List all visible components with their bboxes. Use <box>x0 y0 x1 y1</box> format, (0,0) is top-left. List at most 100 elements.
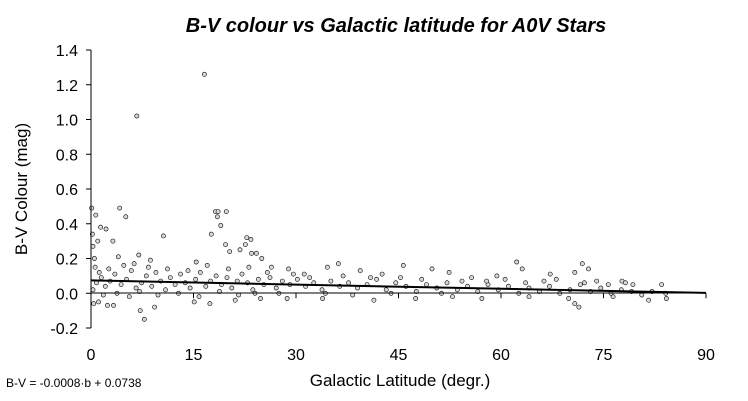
data-point <box>479 296 485 301</box>
data-point <box>279 278 285 284</box>
data-point <box>374 276 379 282</box>
data-point <box>357 268 363 274</box>
data-point <box>523 280 528 286</box>
data-point <box>259 256 265 261</box>
data-point <box>424 282 429 287</box>
data-point <box>459 278 465 284</box>
data-point <box>201 71 207 77</box>
data-point <box>118 282 124 287</box>
data-point <box>128 268 134 274</box>
data-point <box>519 266 525 272</box>
data-point <box>639 292 645 298</box>
data-point <box>239 271 245 277</box>
data-point <box>547 283 552 289</box>
data-point <box>100 292 106 298</box>
data-point <box>250 287 256 293</box>
data-point <box>178 271 183 277</box>
y-tick-label: 1.0 <box>56 113 78 130</box>
data-point <box>328 278 334 284</box>
data-point <box>229 285 235 291</box>
data-point <box>340 273 346 279</box>
data-point <box>165 266 170 272</box>
trendline <box>90 279 707 294</box>
data-point <box>137 308 143 313</box>
data-point <box>268 264 274 270</box>
y-tick-label: 1.2 <box>56 78 78 95</box>
data-point <box>204 262 210 268</box>
data-point <box>160 233 166 239</box>
data-point <box>121 262 127 268</box>
x-axis-ticks: 0 15 30 45 60 75 90 <box>87 293 715 364</box>
data-point <box>379 271 385 277</box>
data-point <box>553 276 559 282</box>
data-point <box>586 266 591 272</box>
data-point <box>350 292 356 298</box>
data-point <box>214 214 220 220</box>
y-axis-ticks: -0.2 0.0 0.2 0.4 0.6 0.8 1.0 1.2 1.4 <box>50 43 91 338</box>
data-point <box>152 304 157 310</box>
x-tick-label: 60 <box>492 347 510 364</box>
data-point <box>320 296 325 301</box>
data-point <box>444 280 450 286</box>
data-point <box>248 236 254 242</box>
data-point <box>267 275 273 280</box>
data-point <box>502 276 508 282</box>
trendline-equation: B-V = -0.0008·b + 0.0738 <box>6 376 142 390</box>
data-point <box>572 301 578 307</box>
data-point <box>141 316 147 322</box>
data-point <box>236 292 241 298</box>
data-point <box>605 282 611 287</box>
data-point <box>185 268 191 274</box>
data-point <box>227 249 233 254</box>
data-point <box>224 275 230 280</box>
x-axis-label: Galactic Latitude (degr.) <box>310 371 490 390</box>
data-point <box>126 294 132 300</box>
data-point <box>346 280 351 286</box>
data-point <box>237 247 243 253</box>
data-point <box>659 282 664 287</box>
data-point <box>123 214 129 220</box>
data-point <box>92 264 98 270</box>
data-point <box>115 254 121 260</box>
data-point <box>541 278 547 284</box>
x-tick-label: 90 <box>697 347 715 364</box>
data-point <box>93 212 99 218</box>
data-point <box>89 205 95 211</box>
data-point <box>105 302 110 308</box>
data-point <box>264 269 270 275</box>
data-point <box>307 275 313 280</box>
data-point <box>290 271 296 277</box>
data-point <box>469 275 474 280</box>
data-point <box>646 297 651 303</box>
data-point <box>208 231 214 237</box>
data-point <box>225 266 231 272</box>
data-point <box>149 283 155 289</box>
data-point <box>319 287 325 293</box>
data-point <box>253 250 259 256</box>
data-point <box>153 269 159 275</box>
data-point <box>582 280 587 286</box>
data-point <box>131 261 137 267</box>
data-point <box>91 301 97 307</box>
data-point <box>284 296 290 301</box>
data-point <box>92 256 97 261</box>
x-tick-label: 45 <box>390 347 408 364</box>
data-point <box>255 276 261 282</box>
data-point <box>196 294 202 300</box>
data-point <box>400 262 406 268</box>
data-point <box>324 264 330 270</box>
data-point <box>147 257 153 263</box>
data-point <box>526 294 532 300</box>
plot-area <box>89 71 707 322</box>
data-point <box>249 250 254 256</box>
data-point <box>143 273 149 279</box>
data-point <box>383 287 389 293</box>
data-point <box>193 259 199 265</box>
data-point <box>398 275 403 280</box>
data-point <box>218 223 224 228</box>
data-point <box>95 238 101 244</box>
data-point <box>197 269 203 275</box>
data-point <box>577 282 583 287</box>
y-tick-label: 0.2 <box>56 252 78 269</box>
y-tick-label: 0.4 <box>56 217 78 234</box>
